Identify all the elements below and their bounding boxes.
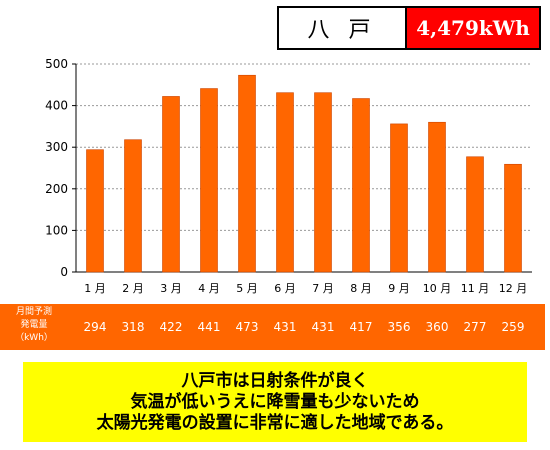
row-value: 294 [83,320,107,334]
x-tick-label: 3 月 [160,282,182,295]
y-tick-label: 500 [45,57,68,71]
y-tick-label: 300 [45,140,68,154]
x-tick-label: 1 月 [84,282,106,295]
x-tick-label: 4 月 [198,282,220,295]
bar [162,96,180,273]
message-box: 八戸市は日射条件が良く 気温が低いうえに降雪量も少ないため 太陽光発電の設置に非… [23,362,527,442]
x-tick-label: 8 月 [350,282,372,295]
row-value: 417 [349,320,373,334]
bar [276,92,294,273]
row-value: 356 [387,320,411,334]
row-value: 431 [311,320,335,334]
bar [390,123,408,273]
row-label-line: 発電量 [20,320,48,330]
x-tick-label: 7 月 [312,282,334,295]
row-label-line: （kWh） [15,333,53,343]
bar [314,92,332,273]
x-tick-label: 9 月 [388,282,410,295]
chart-bars [86,74,522,273]
x-tick-label: 12 月 [499,282,528,295]
row-label-line: 月間予測 [15,307,52,317]
row-label: 月間予測 発電量 （kWh） [4,306,64,345]
annual-total: 4,479kWh [407,6,541,50]
x-tick-label: 11 月 [461,282,490,295]
row-value: 473 [235,320,259,334]
bar [200,88,218,273]
y-tick-label: 100 [45,223,68,237]
row-value: 422 [159,320,183,334]
x-axis-labels: 1 月 2 月 3 月 4 月 5 月 6 月 7 月 8 月 9 月 10 月 11 月 12 月 [84,282,527,295]
row-value: 441 [197,320,221,334]
bar [352,98,370,273]
x-tick-label: 6 月 [274,282,296,295]
x-tick-label: 5 月 [236,282,258,295]
monthly-generation-chart: 0 100 200 300 400 500 1 月 2 月 3 月 4 月 5 月 6 月 7 月 8 … [45,57,532,295]
message-line: 八戸市は日射条件が良く [181,370,369,391]
bar [466,156,484,273]
x-tick-label: 10 月 [423,282,452,295]
row-value: 431 [273,320,297,334]
header-summary: 八 戸 4,479kWh [277,6,541,50]
message-line: 気温が低いうえに降雪量も少ないため [130,391,420,412]
row-value: 277 [463,320,487,334]
row-value: 360 [425,320,449,334]
y-tick-label: 400 [45,99,68,113]
bar [428,121,446,273]
city-name: 八 戸 [277,6,407,50]
monthly-values-row: 月間予測 発電量 （kWh） 294 318 422 441 473 431 431 417 3… [0,304,545,350]
bar [124,139,142,273]
y-axis: 0 100 200 300 400 500 [45,57,532,279]
bar [504,163,522,273]
row-value: 259 [501,320,525,334]
message-line: 太陽光発電の設置に非常に適した地域である。 [96,412,454,433]
bar [86,149,104,273]
y-tick-label: 200 [45,182,68,196]
y-tick-label: 0 [60,265,68,279]
bar [238,74,256,273]
x-tick-label: 2 月 [122,282,144,295]
chart-gridlines [76,63,532,231]
row-value: 318 [121,320,145,334]
